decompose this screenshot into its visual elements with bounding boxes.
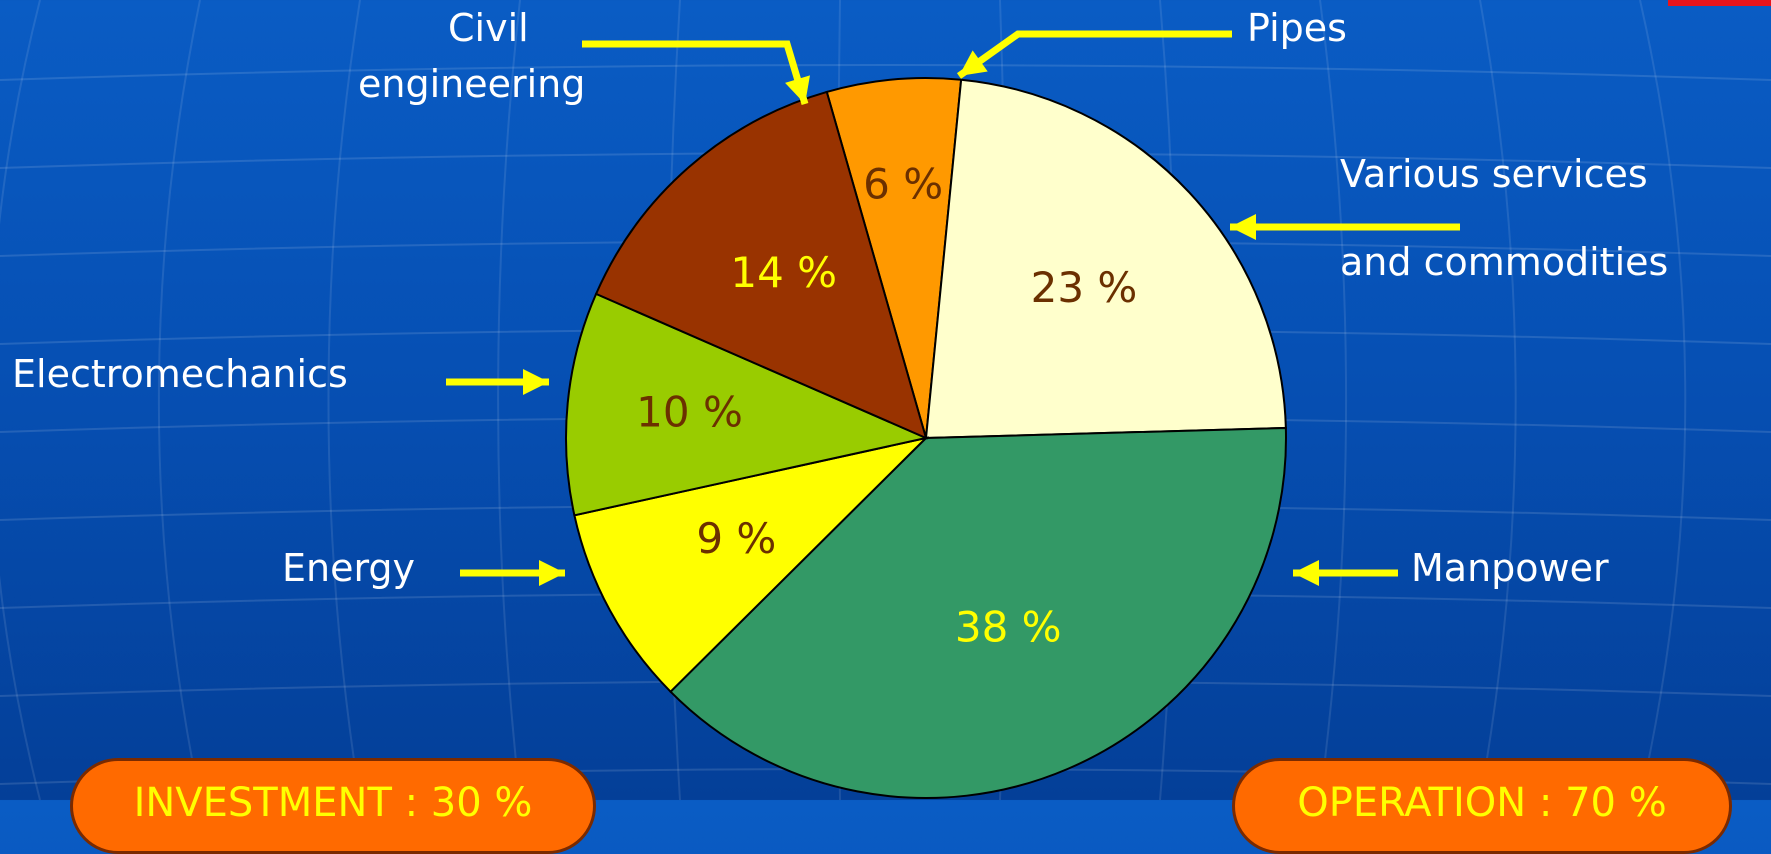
slice-value-label: 23 % bbox=[1031, 263, 1138, 312]
grid-line bbox=[497, 0, 521, 800]
grid-line bbox=[327, 0, 361, 800]
pie-slice-various-services-and-commodities bbox=[924, 78, 1287, 440]
pipes-arrow-line bbox=[956, 30, 1232, 79]
electromechanics-arrow-head bbox=[523, 369, 549, 395]
slice-value-label: 10 % bbox=[636, 387, 743, 436]
callout-civil-line1: Civil bbox=[448, 6, 529, 50]
grid-line bbox=[1479, 0, 1517, 800]
grid-line bbox=[0, 0, 41, 800]
pie-slice-manpower bbox=[669, 426, 1287, 799]
civil-arrow-line bbox=[582, 40, 809, 106]
callout-manpower: Manpower bbox=[1411, 546, 1609, 590]
callout-various-line2: and commodities bbox=[1340, 240, 1669, 284]
pie-slice-electromechanics bbox=[565, 292, 930, 517]
slice-value-label: 38 % bbox=[955, 602, 1062, 651]
civil-arrow-head bbox=[785, 75, 810, 104]
callout-electromechanics: Electromechanics bbox=[12, 352, 348, 396]
energy-arrow-head bbox=[539, 560, 565, 586]
callout-energy: Energy bbox=[282, 546, 416, 590]
manpower-arrow-head bbox=[1293, 560, 1319, 586]
various-arrow-head bbox=[1230, 214, 1256, 240]
grid-line bbox=[1319, 0, 1348, 800]
callout-various-line1: Various services bbox=[1340, 152, 1648, 196]
pie-slice-pipes bbox=[825, 77, 963, 439]
callout-civil-line2: engineering bbox=[358, 62, 586, 106]
operation-badge: OPERATION : 70 % bbox=[1232, 758, 1732, 854]
slice-value-label: 9 % bbox=[696, 514, 776, 563]
investment-badge: INVESTMENT : 30 % bbox=[70, 758, 596, 854]
callout-pipes: Pipes bbox=[1247, 6, 1347, 50]
pie-chart: 6 % 23 % 38 % 9 % 10 % 14 % bbox=[446, 30, 1460, 799]
pie-slice-civil-engineering bbox=[594, 90, 928, 440]
grid-line bbox=[0, 64, 1771, 81]
slice-value-label: 6 % bbox=[863, 160, 943, 209]
slice-value-label: 14 % bbox=[730, 248, 837, 297]
grid-line bbox=[1639, 0, 1687, 800]
grid-line bbox=[157, 0, 201, 800]
pipes-arrow-head bbox=[959, 50, 988, 76]
corner-accent-bar bbox=[1668, 0, 1771, 6]
callout-arrows bbox=[446, 30, 1460, 586]
pie-slice-energy bbox=[573, 436, 930, 694]
